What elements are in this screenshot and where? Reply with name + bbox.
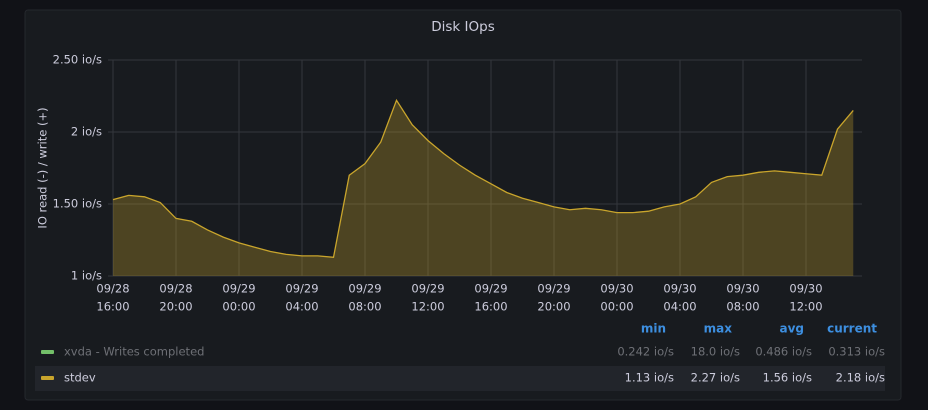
x-tick-time: 12:00 [411,300,444,314]
legend-column-header[interactable]: avg [779,322,804,336]
x-tick-date: 09/29 [411,282,444,296]
y-tick-label: 1.50 io/s [53,197,102,211]
legend-stat: 0.313 io/s [828,345,885,359]
legend-column-header[interactable]: min [641,322,666,336]
legend-column-header[interactable]: current [827,322,877,336]
legend-stat: 1.56 io/s [763,371,812,385]
x-tick-time: 00:00 [600,300,633,314]
legend-series-name[interactable]: xvda - Writes completed [64,345,204,359]
legend-stat: 18.0 io/s [691,345,740,359]
legend-stat: 1.13 io/s [625,371,674,385]
x-tick-time: 04:00 [285,300,318,314]
x-tick-date: 09/30 [789,282,822,296]
y-tick-label: 2.50 io/s [53,53,102,67]
x-tick-date: 09/29 [474,282,507,296]
panel-title: Disk IOps [431,19,495,35]
x-tick-date: 09/29 [222,282,255,296]
x-tick-date: 09/30 [726,282,759,296]
legend-stat: 2.18 io/s [836,371,885,385]
x-tick-date: 09/30 [600,282,633,296]
x-tick-date: 09/29 [285,282,318,296]
series-area [113,100,854,276]
x-tick-time: 04:00 [663,300,696,314]
series-line [112,98,854,258]
panel-frame [24,9,902,401]
x-tick-time: 00:00 [222,300,255,314]
x-tick-date: 09/30 [663,282,696,296]
x-tick-date: 09/28 [96,282,129,296]
legend-series-name[interactable]: stdev [64,371,96,385]
y-tick-label: 1 io/s [71,269,102,283]
x-tick-time: 08:00 [348,300,381,314]
x-tick-time: 08:00 [726,300,759,314]
x-tick-date: 09/29 [348,282,381,296]
legend-stat: 2.27 io/s [691,371,740,385]
legend-stat: 0.486 io/s [755,345,812,359]
legend-column-header[interactable]: max [704,322,733,336]
x-tick-time: 12:00 [789,300,822,314]
x-tick-time: 20:00 [537,300,570,314]
y-tick-label: 2 io/s [71,125,102,139]
x-tick-time: 20:00 [159,300,192,314]
x-tick-time: 16:00 [96,300,129,314]
x-tick-date: 09/29 [537,282,570,296]
legend-swatch [41,350,54,354]
legend-swatch [41,376,54,380]
x-tick-date: 09/28 [159,282,192,296]
y-axis-label: IO read (-) / write (+) [36,107,50,228]
x-tick-time: 16:00 [474,300,507,314]
legend-row-highlight [35,366,885,391]
legend-stat: 0.242 io/s [617,345,674,359]
